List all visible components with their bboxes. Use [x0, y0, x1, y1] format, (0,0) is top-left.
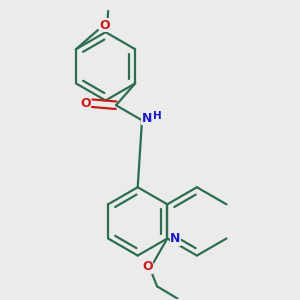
Text: H: H [153, 111, 161, 121]
Text: O: O [142, 260, 153, 273]
Text: O: O [80, 97, 91, 110]
Text: O: O [99, 19, 110, 32]
Text: N: N [142, 112, 152, 125]
Text: N: N [170, 232, 181, 245]
